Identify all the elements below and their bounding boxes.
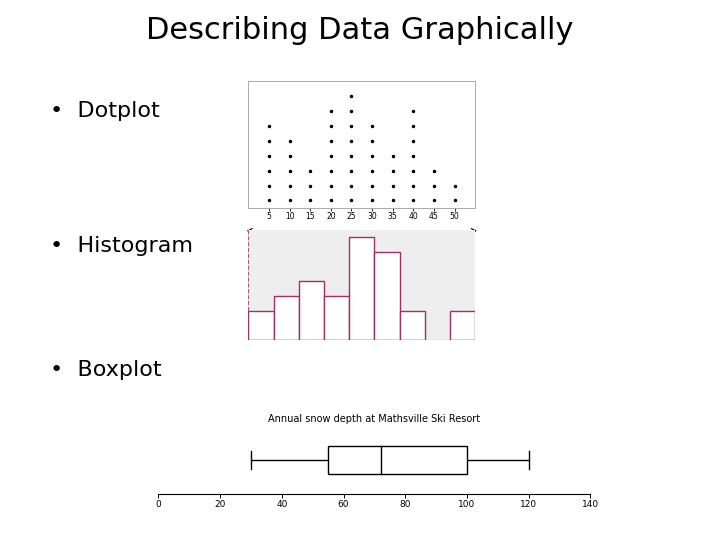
Text: •  Histogram: • Histogram xyxy=(50,235,194,256)
Bar xyxy=(248,310,274,340)
Text: Describing Data Graphically: Describing Data Graphically xyxy=(146,16,574,45)
Text: •  Boxplot: • Boxplot xyxy=(50,360,162,380)
Bar xyxy=(324,296,349,340)
Text: Annual snow depth at Mathsville Ski Resort: Annual snow depth at Mathsville Ski Reso… xyxy=(269,414,480,424)
Bar xyxy=(400,310,425,340)
Bar xyxy=(450,310,475,340)
Bar xyxy=(328,446,467,474)
Bar xyxy=(274,296,299,340)
Bar xyxy=(349,237,374,340)
Text: •  Dotplot: • Dotplot xyxy=(50,100,160,121)
Bar xyxy=(374,252,400,340)
Bar xyxy=(299,281,324,340)
